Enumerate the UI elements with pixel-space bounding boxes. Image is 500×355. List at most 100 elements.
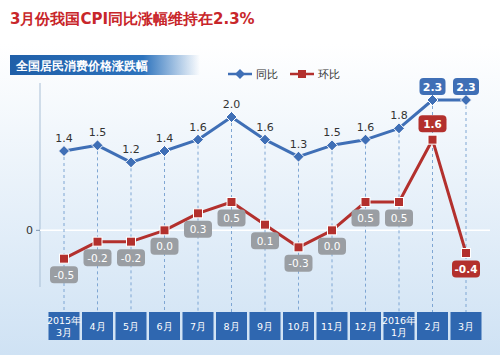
plot-area [59,95,472,264]
data-label: 1.6 [256,121,274,134]
x-tick-label-part: 1月 [391,327,407,338]
label-box [184,221,212,238]
x-tick-label: 2015年3月 [47,315,81,338]
marker [60,254,69,263]
legend-marker [235,69,245,79]
x-tick-label-part: 3月 [56,327,72,338]
background [0,0,500,355]
x-tick-label: 10月 [287,321,309,332]
tick-label: 0 [26,224,33,237]
marker [260,134,271,145]
data-label: -0.3 [288,257,309,269]
x-tick-label: 3月 [458,321,474,332]
marker [462,249,471,258]
category-box [417,312,448,340]
data-label: 1.6 [357,121,375,134]
marker [127,237,136,246]
category-box [317,312,348,340]
drop-line [97,145,98,312]
category-box [283,312,314,340]
data-label: 0.0 [324,240,341,252]
series-line [64,100,466,162]
data-label: 1.2 [122,143,140,156]
label-box [420,78,446,95]
marker [328,226,337,235]
drop-line [298,157,299,312]
category-box [149,312,180,340]
x-tick-label: 4月 [89,321,105,332]
data-label: -0.2 [87,252,108,264]
label-box [452,261,480,278]
legend-marker [298,70,306,78]
marker [327,140,338,151]
data-label: 1.3 [290,138,308,151]
legend-label: 同比 [256,68,278,81]
x-tick-label: 9月 [257,321,273,332]
data-label: 0.3 [190,223,207,235]
x-tick-label-part: 2016年 [382,315,416,326]
marker [294,243,303,252]
marker [361,198,370,207]
tick-mark [36,230,40,231]
data-label: 0.5 [223,212,240,224]
data-label: 1.5 [323,126,341,139]
marker [159,146,170,157]
marker [395,198,404,207]
marker [394,123,405,134]
series-line [64,140,466,259]
x-tick-label: 5月 [123,321,139,332]
x-tick-label: 8月 [223,321,239,332]
marker [461,95,472,106]
data-label: 0.5 [357,212,374,224]
marker [59,146,70,157]
data-label: 0.0 [156,240,173,252]
label-box [117,249,145,266]
legend-label: 环比 [318,68,340,81]
label-box [385,210,413,227]
marker [427,95,438,106]
x-tick-label: 6月 [156,321,172,332]
marker [193,134,204,145]
subtitle: 全国居民消费价格涨跌幅 [15,59,148,73]
data-label: -0.4 [455,263,478,275]
marker [93,237,102,246]
chart: 3月份我国CPI同比涨幅维持在2.3% 全国居民消费价格涨跌幅 0 2015年3月 4月… [0,0,500,355]
data-label: 1.6 [423,118,442,130]
label-box [318,238,346,255]
drop-line [64,151,65,312]
marker [194,209,203,218]
label-box [352,210,380,227]
label-box [285,255,313,272]
category-box [216,312,247,340]
category-box [116,312,147,340]
title: 3月份我国CPI同比涨幅维持在2.3% [10,10,255,28]
data-label: 0.5 [391,212,408,224]
marker [226,112,237,123]
data-label: 2.3 [456,81,476,94]
label-box [50,266,78,283]
marker [126,157,137,168]
marker [227,198,236,207]
x-tick-label: 2016年1月 [382,315,416,338]
data-label: 1.4 [55,132,73,145]
category-box [451,312,482,340]
data-label: 1.4 [156,132,174,145]
label-box [151,238,179,255]
legend: 同比 环比 [228,68,340,81]
marker [360,134,371,145]
category-box [250,312,281,340]
data-labels: 1.41.51.21.41.62.01.61.31.51.61.82.32.3-… [50,78,480,283]
data-label: 0.1 [257,235,274,247]
label-box [419,115,447,132]
plot-background [0,44,500,355]
data-label: 2.0 [223,98,241,111]
x-tick-label: 11月 [321,321,343,332]
marker [261,220,270,229]
x-tick-label: 12月 [354,321,376,332]
data-label: -0.5 [54,269,75,281]
data-label: 2.3 [423,81,443,94]
category-box [82,312,113,340]
label-box [84,249,112,266]
subtitle-banner [10,55,200,75]
data-label: 1.6 [189,121,207,134]
